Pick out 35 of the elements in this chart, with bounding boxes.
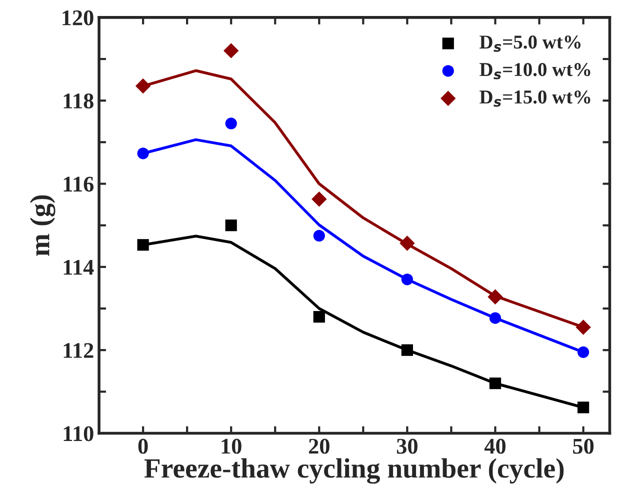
- x-tick-label: 40: [484, 438, 506, 454]
- x-tick-label: 30: [396, 438, 418, 454]
- point: [135, 78, 151, 94]
- y-tick-label: 116: [64, 176, 94, 192]
- legend-label: D$_{s}$=5.0 wt%: [480, 36, 580, 52]
- point: [489, 312, 502, 324]
- y-tick-label: 110: [64, 426, 94, 442]
- point: [489, 378, 502, 390]
- point: [313, 230, 325, 242]
- x-axis-title: Freeze-thaw cycling number (cycle): [144, 458, 564, 484]
- legend-label: D$_{s}$=15.0 wt%: [480, 90, 590, 107]
- y-tick-label: 114: [64, 260, 94, 275]
- point: [225, 118, 237, 130]
- point: [225, 220, 237, 232]
- point: [401, 274, 414, 286]
- point: [577, 402, 590, 414]
- point: [312, 192, 327, 207]
- point: [400, 236, 415, 251]
- y-axis-title: m (g): [30, 195, 56, 256]
- x-tick-label: 20: [308, 438, 330, 454]
- y-tick-label: 120: [62, 10, 94, 26]
- y-tick-label: 112: [64, 343, 94, 358]
- x-tick-label: 50: [573, 438, 594, 454]
- legend-label: D$_{s}$=10.0 wt%: [480, 62, 590, 80]
- point: [488, 289, 503, 304]
- x-tick-label: 10: [222, 438, 242, 454]
- point: [577, 346, 590, 358]
- point: [137, 239, 149, 251]
- x-tick-label: 0: [138, 438, 148, 454]
- point: [313, 311, 325, 323]
- point: [137, 148, 149, 160]
- point: [576, 320, 591, 335]
- y-tick-label: 118: [64, 94, 94, 109]
- point: [401, 344, 414, 356]
- point: [224, 43, 239, 58]
